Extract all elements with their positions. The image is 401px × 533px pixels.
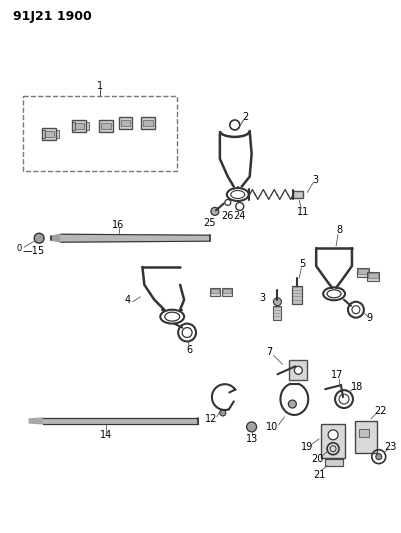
Bar [222, 289, 230, 293]
Text: 0: 0 [16, 244, 22, 253]
Bar [85, 122, 89, 130]
Bar [293, 190, 302, 198]
Text: 1: 1 [96, 81, 103, 91]
Circle shape [246, 422, 256, 432]
Circle shape [219, 410, 225, 416]
Bar [358, 429, 368, 437]
Circle shape [288, 400, 296, 408]
Circle shape [294, 366, 302, 374]
Text: 16: 16 [112, 220, 124, 230]
Text: 10: 10 [266, 422, 278, 432]
Text: 12: 12 [204, 414, 217, 424]
Circle shape [375, 454, 381, 459]
Circle shape [327, 430, 337, 440]
Circle shape [273, 298, 281, 306]
Text: 19: 19 [300, 442, 313, 452]
Text: 4: 4 [124, 295, 130, 305]
Text: 26: 26 [221, 212, 233, 221]
Polygon shape [43, 418, 198, 424]
Text: 8: 8 [335, 225, 341, 235]
Bar [118, 117, 132, 129]
Text: 91J21 1900: 91J21 1900 [13, 10, 92, 23]
Bar [357, 269, 367, 274]
Text: 2: 2 [242, 112, 248, 122]
Circle shape [211, 207, 218, 215]
Text: 17: 17 [330, 370, 342, 380]
Bar [367, 273, 377, 278]
Text: 20: 20 [310, 454, 322, 464]
Text: 23: 23 [383, 442, 396, 452]
Text: 3: 3 [311, 175, 318, 184]
Bar [44, 131, 54, 137]
Text: 24: 24 [233, 212, 245, 221]
Bar [366, 272, 378, 281]
Bar [141, 117, 155, 129]
Bar [289, 360, 306, 380]
Polygon shape [29, 418, 43, 424]
Text: 9: 9 [366, 313, 372, 322]
Text: —15: —15 [22, 246, 44, 256]
Bar [320, 424, 344, 458]
Bar [120, 120, 130, 126]
Text: 11: 11 [296, 207, 309, 217]
Text: 14: 14 [99, 430, 111, 440]
Bar [354, 421, 376, 453]
Bar [100, 123, 110, 129]
Bar [209, 288, 219, 296]
Circle shape [34, 233, 44, 243]
Bar [143, 120, 153, 126]
Text: 3: 3 [259, 293, 265, 303]
Bar [72, 120, 85, 132]
Bar [74, 123, 83, 129]
Text: 7: 7 [266, 348, 272, 358]
Bar [23, 96, 177, 171]
Bar [99, 120, 112, 132]
Text: 21: 21 [312, 470, 324, 480]
Polygon shape [51, 234, 61, 242]
Text: 6: 6 [186, 345, 192, 356]
Text: 22: 22 [374, 406, 386, 416]
Bar [273, 306, 281, 320]
Bar [211, 289, 218, 293]
Text: 18: 18 [350, 382, 362, 392]
Text: 5: 5 [298, 259, 305, 269]
Text: 25: 25 [203, 219, 216, 228]
Bar [356, 268, 368, 277]
Bar [221, 288, 231, 296]
Bar [292, 286, 302, 304]
Bar [72, 122, 75, 130]
Polygon shape [61, 234, 209, 242]
Text: 13: 13 [245, 434, 257, 444]
Bar [324, 459, 342, 466]
Bar [42, 130, 45, 138]
Bar [42, 128, 56, 140]
Bar [56, 130, 59, 138]
